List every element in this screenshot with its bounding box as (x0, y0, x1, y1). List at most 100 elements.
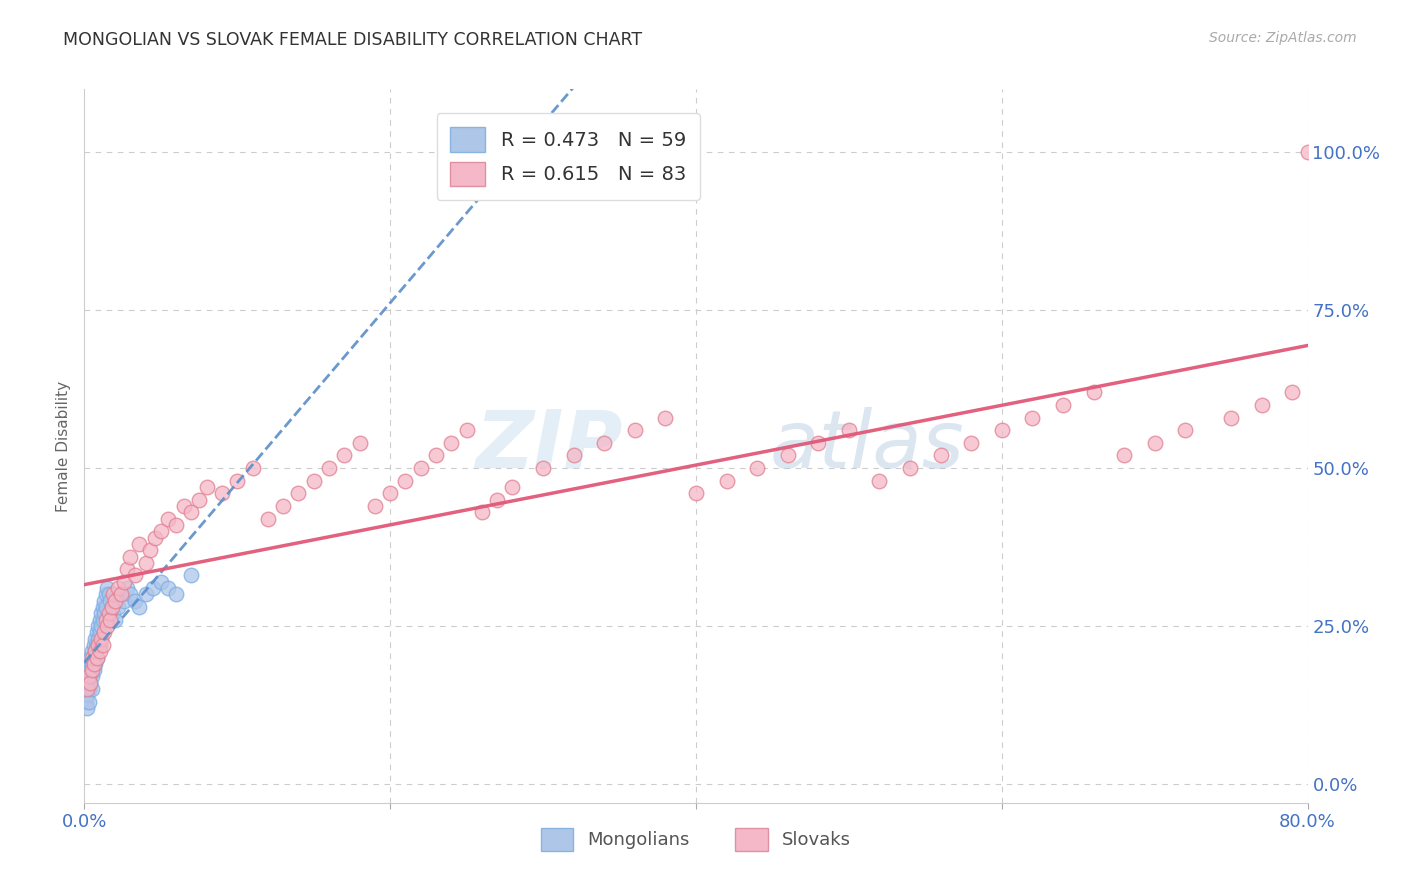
Point (80, 650, 103, 665)
Point (380, 486, 402, 500)
Point (364, 499, 387, 513)
Point (91, 613, 114, 627)
Point (87, 632, 110, 646)
Point (394, 474, 416, 488)
Legend: Mongolians, Slovaks: Mongolians, Slovaks (533, 821, 859, 858)
Point (107, 600, 129, 615)
Y-axis label: Female Disability: Female Disability (56, 380, 72, 512)
Point (1114, 449, 1136, 463)
Point (77, 657, 100, 671)
Point (112, 574, 135, 589)
Point (1281, 385, 1303, 400)
Point (531, 461, 554, 475)
Point (226, 474, 249, 488)
Point (90, 632, 112, 646)
Point (103, 587, 125, 601)
Point (124, 568, 146, 582)
Point (271, 499, 294, 513)
Point (165, 587, 187, 601)
Point (776, 449, 799, 463)
Point (425, 449, 447, 463)
Point (90, 607, 112, 621)
Point (135, 587, 157, 601)
Point (76, 689, 98, 703)
Point (89, 613, 111, 627)
Point (94, 613, 117, 627)
Point (165, 517, 187, 532)
Text: MONGOLIAN VS SLOVAK FEMALE DISABILITY CORRELATION CHART: MONGOLIAN VS SLOVAK FEMALE DISABILITY CO… (63, 31, 643, 49)
Point (333, 449, 356, 463)
Point (624, 423, 647, 437)
Point (120, 587, 142, 601)
Point (83, 657, 105, 671)
Point (120, 549, 142, 564)
Point (91, 638, 114, 652)
Point (89, 644, 111, 658)
Point (86, 638, 108, 652)
Point (80, 644, 103, 658)
Point (180, 568, 202, 582)
Point (93, 607, 115, 621)
Point (115, 562, 138, 576)
Point (486, 492, 509, 507)
Point (76, 675, 98, 690)
Point (80, 682, 103, 697)
Point (1296, 145, 1319, 160)
Point (128, 537, 150, 551)
Point (685, 486, 707, 500)
Point (77, 669, 100, 683)
Point (112, 593, 135, 607)
Point (110, 587, 132, 601)
Point (87, 638, 110, 652)
Point (180, 505, 202, 519)
Point (75, 695, 97, 709)
Point (869, 474, 891, 488)
Point (1220, 410, 1243, 425)
Point (409, 461, 432, 475)
Point (86, 625, 108, 640)
Point (80, 657, 103, 671)
Point (76, 701, 98, 715)
Point (84, 657, 107, 671)
Point (84, 644, 107, 658)
Point (1052, 398, 1074, 412)
Point (807, 435, 830, 450)
Point (593, 435, 616, 450)
Point (716, 474, 738, 488)
Point (747, 461, 769, 475)
Point (101, 600, 124, 615)
Point (98, 613, 121, 627)
Point (562, 449, 585, 463)
Point (471, 505, 494, 519)
Point (124, 593, 146, 607)
Point (84, 632, 107, 646)
Point (128, 600, 150, 615)
Point (79, 675, 101, 690)
Text: atlas: atlas (769, 407, 965, 485)
Point (242, 461, 264, 475)
Point (89, 625, 111, 640)
Point (77, 682, 100, 697)
Point (838, 423, 860, 437)
Point (1083, 385, 1105, 400)
Point (79, 650, 101, 665)
Point (77, 669, 100, 683)
Point (1143, 435, 1166, 450)
Point (97, 587, 120, 601)
Point (157, 581, 180, 595)
Point (96, 581, 118, 595)
Point (135, 556, 157, 570)
Point (86, 650, 108, 665)
Point (257, 511, 280, 525)
Point (89, 638, 111, 652)
Point (139, 543, 162, 558)
Point (90, 619, 112, 633)
Point (79, 663, 101, 677)
Point (87, 619, 110, 633)
Point (93, 593, 115, 607)
Point (75, 682, 97, 697)
Point (97, 607, 120, 621)
Point (349, 435, 371, 450)
Point (94, 600, 117, 615)
Point (157, 511, 180, 525)
